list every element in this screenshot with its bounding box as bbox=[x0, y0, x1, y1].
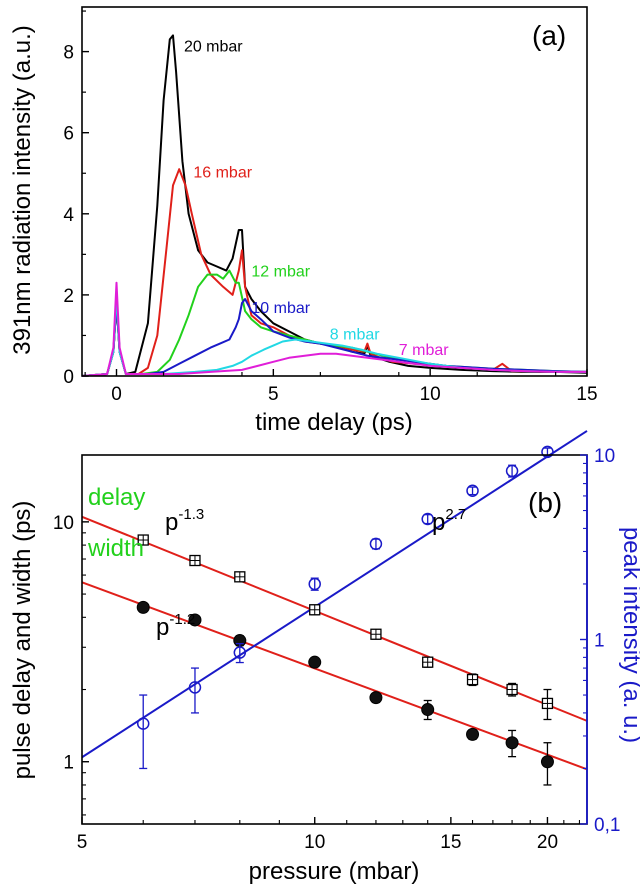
data-point-peak-intensity bbox=[466, 484, 479, 498]
curve-label-8-mbar: 8 mbar bbox=[330, 327, 380, 344]
data-point-delay bbox=[370, 628, 382, 640]
x-tick-label: 5 bbox=[268, 384, 279, 405]
fit-label-width-exponent: p-1.2 bbox=[156, 611, 195, 641]
data-point-peak-intensity bbox=[233, 646, 247, 659]
data-point-peak-intensity bbox=[421, 512, 434, 526]
panel-a-curve-labels: 20 mbar 16 mbar 12 mbar 10 mbar 8 mbar 7 mbar bbox=[184, 39, 449, 359]
data-point-delay bbox=[137, 534, 149, 546]
panel-b-fit-lines bbox=[81, 430, 588, 771]
y-tick-label: 2 bbox=[63, 286, 74, 307]
data-point-width bbox=[505, 736, 519, 750]
curve-label-7-mbar: 7 mbar bbox=[399, 342, 449, 359]
x-tick-label: 10 bbox=[304, 832, 325, 853]
data-point-delay bbox=[506, 683, 518, 696]
panel-b: 5 10 15 20 1 10 0,1 1 10 (b) pressure (mbar) pul… bbox=[9, 430, 640, 885]
panel-a-x-axis-label: time delay (ps) bbox=[255, 409, 412, 436]
y-tick-label: 1 bbox=[63, 753, 74, 774]
data-point-width bbox=[540, 755, 554, 769]
data-point-peak-intensity bbox=[541, 445, 554, 459]
x-tick-label: 15 bbox=[576, 384, 597, 405]
panel-a: 0 5 10 15 0 2 4 6 8 20 mbar 16 mbar 12 mbar 10 mbar… bbox=[9, 6, 598, 436]
panel-b-right-y-axis-label: peak intensity (a. u.) bbox=[618, 527, 640, 743]
panel-b-x-axis-label: pressure (mbar) bbox=[249, 858, 420, 885]
right-y-tick-label: 0,1 bbox=[594, 815, 620, 836]
curve-label-20-mbar: 20 mbar bbox=[184, 39, 243, 56]
panel-b-left-y-axis-label: pulse delay and width (ps) bbox=[9, 501, 36, 780]
delay-series-label: delay bbox=[88, 484, 145, 511]
panel-a-frame bbox=[81, 6, 588, 377]
fit-line-p-1-3 bbox=[81, 515, 588, 722]
x-tick-label: 10 bbox=[420, 384, 441, 405]
data-point-peak-intensity bbox=[505, 464, 519, 478]
width-series-label: width bbox=[87, 535, 144, 562]
data-point-width bbox=[466, 727, 480, 741]
data-point-peak-intensity bbox=[369, 537, 383, 551]
data-point-width bbox=[136, 600, 150, 614]
y-tick-label: 0 bbox=[63, 367, 74, 388]
right-y-tick-label: 1 bbox=[594, 631, 605, 652]
curve-label-16-mbar: 16 mbar bbox=[193, 164, 252, 181]
panel-b-label: (b) bbox=[528, 487, 562, 518]
fit-line-p-1-2 bbox=[81, 581, 588, 771]
panel-a-curves bbox=[81, 34, 588, 377]
panel-a-ticks: 0 5 10 15 0 2 4 6 8 bbox=[63, 10, 598, 405]
y-tick-label: 8 bbox=[63, 43, 74, 64]
data-point-delay bbox=[309, 604, 321, 616]
panel-a-label: (a) bbox=[532, 20, 566, 51]
data-point-delay bbox=[466, 673, 479, 686]
fit-line-p2-7 bbox=[81, 430, 588, 759]
panel-b-ticks: 5 10 15 20 1 10 0,1 1 10 bbox=[53, 446, 621, 853]
data-point-width bbox=[308, 655, 322, 669]
x-tick-label: 15 bbox=[440, 832, 461, 853]
x-tick-label: 20 bbox=[537, 832, 558, 853]
data-point-peak-intensity bbox=[188, 681, 202, 694]
y-tick-label: 10 bbox=[53, 513, 74, 534]
data-point-delay bbox=[541, 697, 554, 710]
curve-label-12-mbar: 12 mbar bbox=[251, 264, 310, 281]
fit-label-delay-exponent: p-1.3 bbox=[165, 506, 204, 536]
data-point-peak-intensity bbox=[136, 717, 150, 730]
y-tick-label: 6 bbox=[63, 124, 74, 145]
data-point-delay bbox=[189, 554, 201, 567]
data-point-peak-intensity bbox=[308, 577, 321, 591]
x-tick-label: 5 bbox=[77, 832, 88, 853]
panel-a-y-axis-label: 391nm radiation intensity (a.u.) bbox=[9, 25, 36, 355]
series-line-7-mbar bbox=[81, 281, 587, 377]
right-y-tick-label: 10 bbox=[594, 446, 615, 467]
data-point-delay bbox=[234, 571, 246, 583]
fit-label-peak-exponent: p2.7 bbox=[432, 506, 466, 536]
data-point-width bbox=[369, 691, 383, 705]
panel-b-data-points bbox=[136, 445, 554, 786]
data-point-width bbox=[188, 613, 202, 627]
data-point-delay bbox=[422, 656, 434, 668]
x-tick-label: 0 bbox=[111, 384, 122, 405]
data-point-width bbox=[421, 703, 435, 717]
curve-label-10-mbar: 10 mbar bbox=[251, 300, 310, 317]
y-tick-label: 4 bbox=[63, 205, 74, 226]
